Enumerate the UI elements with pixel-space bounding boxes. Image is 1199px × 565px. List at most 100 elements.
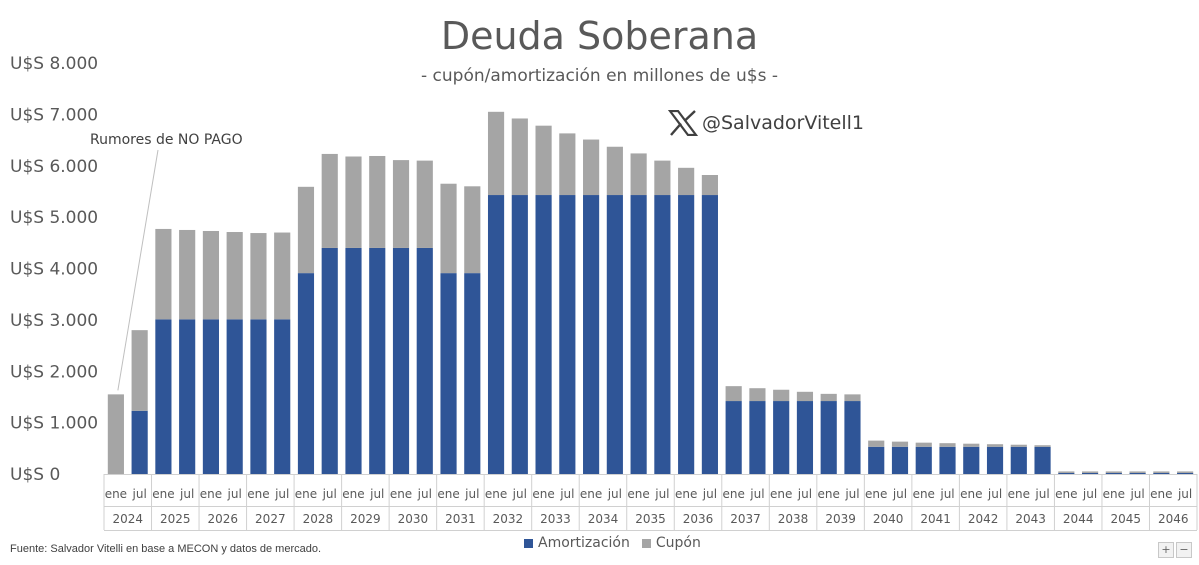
x-tick-year: 2040 — [873, 512, 904, 526]
x-tick-year: 2038 — [778, 512, 809, 526]
annotation-leader-line — [117, 149, 159, 391]
zoom-out-button[interactable]: − — [1176, 542, 1192, 558]
bar-amortizacion — [464, 273, 481, 474]
bar-cupon — [1058, 471, 1075, 473]
x-tick-month: jul — [512, 487, 527, 501]
bar-cupon — [202, 230, 220, 320]
y-tick-label: U$S 1.000 — [10, 414, 98, 434]
bar-cupon — [773, 389, 790, 402]
x-tick-year: 2032 — [493, 512, 524, 526]
x-tick-year: 2046 — [1158, 512, 1189, 526]
bar-cupon — [487, 111, 505, 196]
bar-cupon — [179, 229, 196, 320]
bar-amortizacion — [487, 195, 505, 474]
bar-amortizacion — [535, 195, 552, 474]
x-tick-year: 2037 — [730, 512, 761, 526]
bar-cupon — [131, 330, 148, 411]
bar-amortizacion — [891, 446, 909, 474]
bar-cupon — [1153, 471, 1170, 473]
x-tick-month: jul — [227, 487, 242, 501]
bar-amortizacion — [226, 319, 243, 474]
y-tick-label: U$S 4.000 — [10, 260, 98, 280]
x-tick-month: ene — [1008, 487, 1030, 501]
x-tick-month: ene — [722, 487, 744, 501]
x-tick-month: ene — [295, 487, 317, 501]
bar-cupon — [844, 394, 861, 402]
x-tick-year: 2028 — [303, 512, 334, 526]
x-tick-month: jul — [322, 487, 337, 501]
bar-amortizacion — [654, 195, 671, 474]
x-tick-month: jul — [939, 487, 954, 501]
zoom-controls: + − — [1158, 542, 1192, 558]
x-tick-year: 2045 — [1110, 512, 1141, 526]
x-tick-month: ene — [675, 487, 697, 501]
zoom-in-button[interactable]: + — [1158, 542, 1174, 558]
bar-cupon — [345, 156, 362, 248]
bar-amortizacion — [606, 195, 623, 474]
bar-amortizacion — [321, 247, 338, 474]
bar-cupon — [392, 160, 410, 248]
x-tick-year: 2027 — [255, 512, 286, 526]
bar-amortizacion — [820, 401, 837, 474]
y-tick-label: U$S 2.000 — [10, 362, 98, 382]
bar-cupon — [654, 160, 671, 196]
bar-cupon — [915, 442, 932, 447]
x-tick-month: jul — [559, 487, 574, 501]
bar-cupon — [464, 186, 481, 274]
bar-amortizacion — [440, 273, 457, 474]
legend: Amortización Cupón — [524, 535, 701, 551]
legend-label-cupon: Cupón — [655, 535, 701, 551]
bar-cupon — [1177, 471, 1194, 473]
bar-cupon — [868, 440, 885, 447]
bar-amortizacion — [250, 319, 267, 474]
bar-amortizacion — [274, 319, 291, 474]
x-tick-month: jul — [749, 487, 764, 501]
x-tick-month: jul — [464, 487, 479, 501]
x-tick-month: jul — [702, 487, 717, 501]
x-tick-month: ene — [485, 487, 507, 501]
bar-amortizacion — [511, 195, 528, 474]
bar-amortizacion — [131, 410, 148, 474]
x-tick-month: ene — [437, 487, 459, 501]
x-tick-month: ene — [105, 487, 127, 501]
bar-amortizacion — [986, 446, 1004, 474]
bar-cupon — [250, 233, 267, 320]
x-tick-month: ene — [152, 487, 174, 501]
x-tick-year: 2039 — [825, 512, 856, 526]
x-tick-year: 2034 — [588, 512, 619, 526]
bar-amortizacion — [583, 195, 600, 474]
bar-amortizacion — [1105, 472, 1122, 474]
x-tick-month: ene — [247, 487, 269, 501]
bar-cupon — [416, 160, 433, 248]
x-tick-month: ene — [1150, 487, 1172, 501]
handle-text: @SalvadorVitell1 — [702, 112, 865, 134]
legend-label-amortizacion: Amortización — [538, 535, 630, 551]
chart-title: Deuda Soberana — [440, 14, 759, 58]
bar-amortizacion — [796, 401, 814, 474]
annotation-label: Rumores de NO PAGO — [90, 132, 243, 148]
bar-amortizacion — [416, 247, 433, 474]
bar-amortizacion — [1081, 472, 1099, 474]
bar-cupon — [1081, 471, 1099, 473]
x-tick-year: 2025 — [160, 512, 191, 526]
bar-cupon — [1010, 444, 1027, 447]
x-tick-month: jul — [274, 487, 289, 501]
bar-cupon — [226, 232, 243, 320]
bar-cupon — [1034, 445, 1051, 447]
bar-amortizacion — [773, 401, 790, 474]
x-tick-month: jul — [844, 487, 859, 501]
legend-swatch-cupon — [641, 538, 651, 548]
bar-amortizacion — [297, 273, 315, 474]
bar-cupon — [1129, 471, 1146, 473]
bar-cupon — [583, 139, 600, 196]
bar-amortizacion — [559, 195, 576, 474]
x-tick-month: ene — [865, 487, 887, 501]
chart-subtitle: - cupón/amortización en millones de u$s … — [421, 66, 778, 86]
bar-amortizacion — [1129, 472, 1146, 474]
bar-cupon — [701, 174, 718, 196]
x-tick-month: ene — [1055, 487, 1077, 501]
bar-cupon — [440, 183, 457, 274]
x-tick-month: ene — [960, 487, 982, 501]
x-tick-month: jul — [892, 487, 907, 501]
x-tick-year: 2024 — [112, 512, 143, 526]
